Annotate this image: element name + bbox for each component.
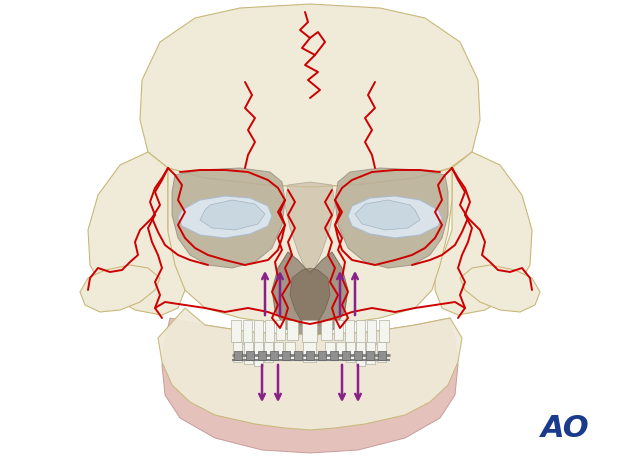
Bar [302,320,317,342]
Bar [265,320,274,342]
Polygon shape [355,200,420,230]
Bar [285,342,295,360]
Bar [231,320,241,342]
Bar [356,320,365,346]
Bar [342,351,350,360]
Polygon shape [290,268,330,326]
Bar [334,320,343,340]
Bar [336,342,345,360]
Polygon shape [80,265,160,312]
Bar [318,351,326,360]
Bar [258,351,266,360]
Bar [367,320,376,344]
Bar [356,342,365,366]
Bar [378,351,386,360]
Bar [366,342,375,364]
Bar [354,351,362,360]
Polygon shape [285,182,335,275]
Bar [330,351,338,360]
Bar [274,342,283,360]
Polygon shape [172,168,285,268]
Bar [254,342,263,366]
Bar [270,351,278,360]
Bar [282,351,290,360]
Bar [254,320,263,346]
Bar [233,342,242,362]
Bar [243,320,252,344]
Bar [321,320,332,340]
Bar [379,320,389,342]
Polygon shape [460,265,540,312]
Bar [306,351,314,360]
Bar [234,351,242,360]
Polygon shape [335,168,448,268]
Bar [303,342,316,362]
Bar [325,342,335,360]
Bar [287,320,298,340]
Bar [366,351,374,360]
Polygon shape [200,200,265,230]
Bar [264,342,273,362]
Bar [294,351,302,360]
Bar [244,342,253,364]
Polygon shape [178,196,272,238]
Polygon shape [272,252,348,340]
Bar [276,320,285,340]
Polygon shape [88,152,185,315]
Bar [246,351,254,360]
Bar [377,342,386,362]
Polygon shape [435,152,532,315]
Polygon shape [140,4,480,187]
Bar [345,320,354,342]
Polygon shape [162,318,458,453]
Polygon shape [158,308,462,430]
Bar [346,342,355,362]
Polygon shape [168,168,452,326]
Polygon shape [348,196,442,238]
Text: AO: AO [541,414,590,442]
